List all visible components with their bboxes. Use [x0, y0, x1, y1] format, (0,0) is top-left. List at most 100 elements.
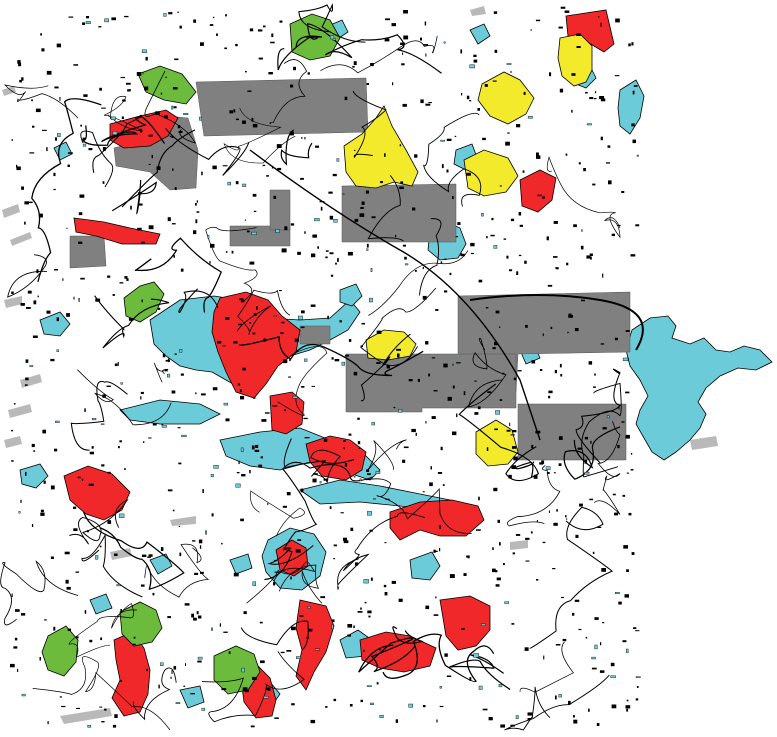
small-lake-speck — [512, 446, 517, 449]
red-patch-central-big — [211, 291, 301, 399]
river-line — [367, 175, 404, 242]
small-lake-speck — [160, 92, 163, 95]
small-lake-speck — [327, 315, 329, 320]
small-lake-speck — [423, 44, 428, 46]
small-lake-speck — [591, 667, 597, 670]
small-lake-speck — [370, 268, 373, 272]
small-lake-speck — [455, 236, 459, 238]
small-lake-speck — [545, 466, 551, 470]
small-lake-speck — [173, 666, 177, 670]
small-lake-speck — [555, 695, 557, 700]
small-lake-speck — [429, 482, 433, 487]
small-lake-speck — [422, 295, 427, 300]
small-lake-speck — [496, 577, 501, 581]
small-lake-speck — [481, 623, 486, 626]
river-line — [360, 333, 411, 402]
big-lake-east — [625, 315, 773, 461]
small-lake-speck — [140, 391, 144, 394]
small-lake-speck — [586, 123, 592, 126]
small-lake-speck — [435, 550, 438, 552]
small-lake-speck — [290, 223, 295, 226]
small-lake-speck — [243, 611, 247, 615]
small-lake-speck — [510, 434, 515, 436]
small-lake-speck — [550, 326, 553, 330]
small-lake-speck — [50, 358, 55, 362]
small-lake-speck — [593, 386, 596, 388]
small-lake-speck — [384, 153, 386, 157]
small-lake-speck — [164, 115, 168, 119]
small-lake-speck — [107, 275, 111, 278]
small-lake-speck — [558, 26, 563, 29]
small-lake-speck — [357, 441, 361, 445]
yellow-patch-ne — [557, 33, 593, 87]
small-lake-speck — [279, 20, 283, 23]
small-lake-speck — [46, 310, 51, 314]
small-lake-speck — [219, 623, 221, 627]
small-lake-speck — [393, 406, 396, 409]
small-lake-speck — [132, 643, 136, 645]
small-lake-speck — [353, 371, 358, 376]
small-lake-speck — [495, 310, 500, 314]
small-lake-speck — [366, 469, 370, 472]
small-lake-speck — [353, 625, 355, 629]
small-lake-speck — [337, 258, 339, 262]
small-lake-speck — [360, 206, 364, 209]
small-lake-speck — [415, 432, 417, 436]
small-lake-speck — [255, 444, 259, 448]
small-lake-speck — [449, 574, 455, 578]
small-lake-speck — [347, 624, 353, 628]
road-east — [469, 294, 644, 351]
small-lake-speck — [375, 471, 381, 474]
small-lake-speck — [493, 245, 498, 249]
small-lake-speck — [606, 415, 610, 419]
small-lake-speck — [626, 569, 629, 572]
small-lake-speck — [77, 476, 81, 479]
small-lake-speck — [293, 66, 296, 71]
small-lake-speck — [289, 131, 294, 136]
small-lake-speck — [79, 194, 85, 198]
small-lake-speck — [317, 246, 319, 249]
small-lake-speck — [258, 464, 263, 468]
small-lake-speck — [183, 113, 189, 116]
lake-southwest — [179, 685, 205, 709]
small-lake-speck — [354, 218, 359, 222]
small-lake-speck — [631, 123, 635, 127]
small-lake-speck — [622, 640, 627, 643]
small-lake-speck — [522, 170, 525, 173]
small-lake-speck — [35, 108, 41, 113]
small-lake-speck — [31, 99, 33, 102]
small-lake-speck — [398, 598, 403, 602]
small-lake-speck — [64, 551, 70, 555]
small-lake-speck — [200, 571, 204, 574]
small-lake-speck — [363, 579, 369, 584]
lake-sw-3 — [89, 593, 113, 615]
small-lake-speck — [164, 369, 168, 372]
small-lake-speck — [428, 102, 432, 104]
small-lake-speck — [179, 25, 182, 29]
river-line — [250, 490, 305, 537]
small-lake-speck — [386, 364, 390, 369]
small-lake-speck — [112, 131, 118, 135]
river-line — [352, 90, 387, 159]
small-lake-speck — [443, 41, 446, 44]
small-lake-speck — [167, 616, 171, 619]
small-lake-speck — [519, 224, 523, 227]
small-lake-speck — [54, 448, 58, 452]
small-lake-speck — [404, 256, 407, 260]
small-lake-speck — [205, 530, 207, 535]
small-lake-speck — [333, 698, 337, 702]
small-lake-speck — [344, 354, 349, 357]
small-lake-speck — [185, 663, 186, 666]
small-lake-speck — [253, 210, 257, 212]
small-lake-speck — [506, 429, 511, 432]
small-lake-speck — [148, 163, 151, 165]
small-lake-speck — [473, 54, 477, 57]
small-lake-speck — [290, 84, 294, 88]
small-lake-speck — [384, 592, 388, 596]
river-line — [81, 116, 166, 146]
small-lake-speck — [343, 440, 346, 442]
small-lake-speck — [141, 299, 143, 303]
small-lake-speck — [435, 596, 437, 599]
small-lake-speck — [403, 35, 409, 40]
